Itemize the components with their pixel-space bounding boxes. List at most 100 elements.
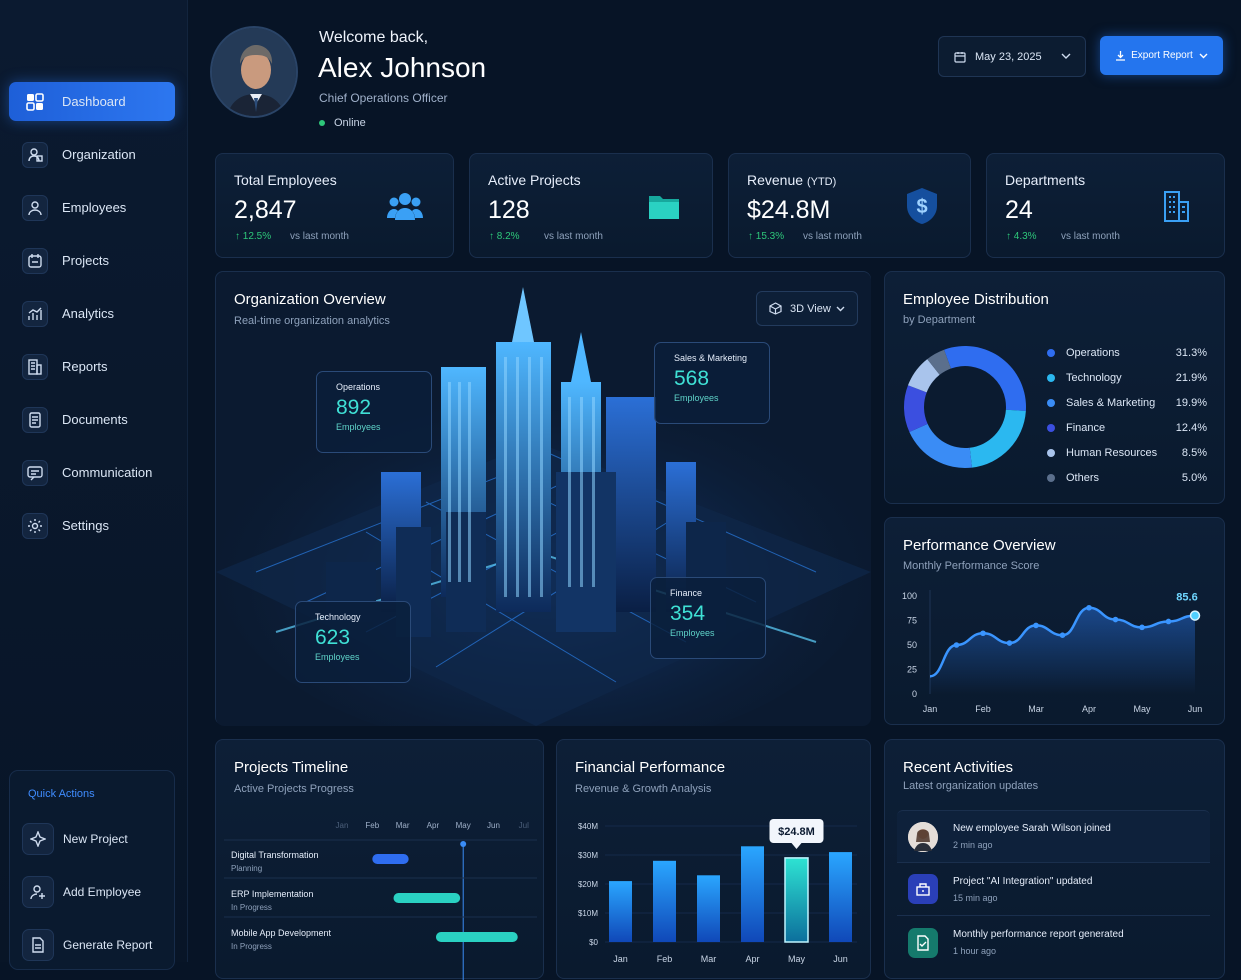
new-project-button[interactable]: New Project xyxy=(22,823,128,855)
activity-time: 15 min ago xyxy=(953,892,998,903)
x-tick-label: Jan xyxy=(923,704,938,714)
sparkle-icon xyxy=(22,823,54,855)
sidebar-item-label: Documents xyxy=(62,412,128,427)
legend-label: Sales & Marketing xyxy=(1066,397,1156,409)
tag-name: Finance xyxy=(670,588,703,598)
donut-slice xyxy=(909,423,973,468)
stat-change-value: 12.5% xyxy=(242,231,272,242)
sidebar-item-documents[interactable]: Documents xyxy=(9,400,175,439)
today-marker xyxy=(460,841,467,847)
data-point xyxy=(1189,610,1201,621)
sidebar-item-organization[interactable]: Organization xyxy=(9,135,175,174)
donut-slice xyxy=(927,349,951,375)
sidebar-item-employees[interactable]: Employees xyxy=(9,188,175,227)
tag-name: Operations xyxy=(336,382,381,392)
legend-dot-icon xyxy=(1047,349,1055,357)
tag-unit: Employees xyxy=(336,422,381,432)
activity-text: New employee Sarah Wilson joined xyxy=(953,823,1111,834)
export-report-button[interactable]: Export Report xyxy=(1100,36,1223,75)
welcome-text: Welcome back, xyxy=(319,29,429,46)
date-picker[interactable]: May 23, 2025 xyxy=(938,36,1086,77)
sidebar-item-dashboard[interactable]: Dashboard xyxy=(9,82,175,121)
project-bar xyxy=(372,854,409,864)
y-tick-label: 25 xyxy=(907,665,917,675)
online-status: Online xyxy=(319,117,366,129)
sidebar-item-label: Analytics xyxy=(62,306,115,321)
user-role: Chief Operations Officer xyxy=(319,91,448,105)
timeline-chart[interactable]: Jan Feb Mar Apr May Jun Jul Digital Transformat… xyxy=(216,740,545,980)
stat-card-revenue[interactable]: Revenue (YTD) $24.8M ↑ 15.3% vs last mon… xyxy=(728,153,971,258)
stat-note: vs last month xyxy=(803,231,862,242)
sidebar-item-communication[interactable]: Communication xyxy=(9,453,175,492)
svg-text:$: $ xyxy=(916,196,927,218)
stat-card-departments[interactable]: Departments 24 ↑ 4.3% vs last month xyxy=(986,153,1225,258)
department-tag-finance[interactable]: Finance 354 Employees xyxy=(650,577,766,659)
sidebar-item-analytics[interactable]: Analytics xyxy=(9,294,175,333)
recent-activities-panel: Recent Activities Latest organization up… xyxy=(884,739,1225,979)
month-label: Feb xyxy=(365,821,379,830)
department-tag-technology[interactable]: Technology 623 Employees xyxy=(295,601,411,683)
building-icon xyxy=(1156,186,1196,226)
tag-name: Technology xyxy=(315,612,361,622)
performance-line-chart[interactable]: 0 25 50 75 100 Jan Feb Mar Apr May Jun 85.6 xyxy=(885,518,1226,726)
project-name: Digital Transformation xyxy=(231,850,319,860)
quick-action-label: Generate Report xyxy=(63,938,153,952)
performance-subtitle: Monthly Performance Score xyxy=(903,560,1040,572)
stat-change: ↑ 8.2% xyxy=(489,231,520,242)
chevron-down-icon xyxy=(1061,52,1071,60)
report-icon xyxy=(22,929,54,961)
chevron-down-icon xyxy=(836,305,845,312)
generate-report-button[interactable]: Generate Report xyxy=(22,929,152,961)
stat-change-value: 15.3% xyxy=(755,231,785,242)
stat-change: ↑ 12.5% xyxy=(235,231,272,242)
communication-icon xyxy=(22,459,48,486)
bar xyxy=(609,881,632,942)
distribution-subtitle: by Department xyxy=(903,314,976,326)
sidebar-item-projects[interactable]: Projects xyxy=(9,241,175,280)
person-avatar-icon xyxy=(908,821,938,852)
sidebar-item-reports[interactable]: Reports xyxy=(9,347,175,386)
stat-card-active-projects[interactable]: Active Projects 128 ↑ 8.2% vs last month xyxy=(469,153,713,258)
stat-change: ↑ 4.3% xyxy=(1006,231,1037,242)
line-area xyxy=(930,607,1195,694)
stat-value: $24.8M xyxy=(747,196,831,224)
legend-item-others: Others 5.0% xyxy=(1047,472,1207,484)
sidebar-item-label: Reports xyxy=(62,359,108,374)
stat-label: Active Projects xyxy=(488,172,581,188)
data-point xyxy=(1059,632,1066,638)
user-name: Alex Johnson xyxy=(318,52,487,83)
donut-slice xyxy=(944,346,1026,412)
month-label: Jul xyxy=(519,821,529,830)
timeline-subtitle: Active Projects Progress xyxy=(234,783,354,795)
department-tag-sales-marketing[interactable]: Sales & Marketing 568 Employees xyxy=(654,342,770,424)
stat-change-value: 4.3% xyxy=(1013,231,1037,242)
users-icon xyxy=(385,186,425,226)
financial-title: Financial Performance xyxy=(575,759,726,776)
financial-bar-chart[interactable]: $0 $10M $20M $30M $40M Jan Feb Mar Apr May Jun $24.… xyxy=(557,740,872,980)
analytics-icon xyxy=(22,300,48,327)
avatar[interactable] xyxy=(210,26,298,118)
stat-change: ↑ 15.3% xyxy=(748,231,785,242)
sidebar-item-settings[interactable]: Settings xyxy=(9,506,175,545)
activity-item[interactable]: Project "AI Integration" updated 15 min a… xyxy=(897,863,1210,916)
legend-label: Technology xyxy=(1066,372,1122,384)
cube-icon xyxy=(769,302,782,315)
3d-view-dropdown[interactable]: 3D View xyxy=(756,291,858,326)
documents-icon xyxy=(22,406,48,433)
department-tag-operations[interactable]: Operations 892 Employees xyxy=(316,371,432,453)
bar xyxy=(829,852,852,942)
y-tick-label: $40M xyxy=(578,822,598,831)
data-point xyxy=(980,630,986,637)
org-overview-subtitle: Real-time organization analytics xyxy=(234,315,390,327)
bar xyxy=(653,860,676,942)
activity-item[interactable]: Monthly performance report generated 1 ho… xyxy=(897,916,1210,969)
highlight-label: 85.6 xyxy=(1176,592,1197,604)
legend-dot-icon xyxy=(1047,474,1055,482)
activity-item[interactable]: New employee Sarah Wilson joined 2 min ag… xyxy=(897,810,1210,863)
add-employee-button[interactable]: Add Employee xyxy=(22,876,141,908)
donut-chart[interactable] xyxy=(900,342,1030,472)
month-label: Mar xyxy=(396,821,410,830)
org-overview-title: Organization Overview xyxy=(234,291,386,308)
data-point xyxy=(1139,624,1145,631)
stat-card-total-employees[interactable]: Total Employees 2,847 ↑ 12.5% vs last mo… xyxy=(215,153,454,258)
